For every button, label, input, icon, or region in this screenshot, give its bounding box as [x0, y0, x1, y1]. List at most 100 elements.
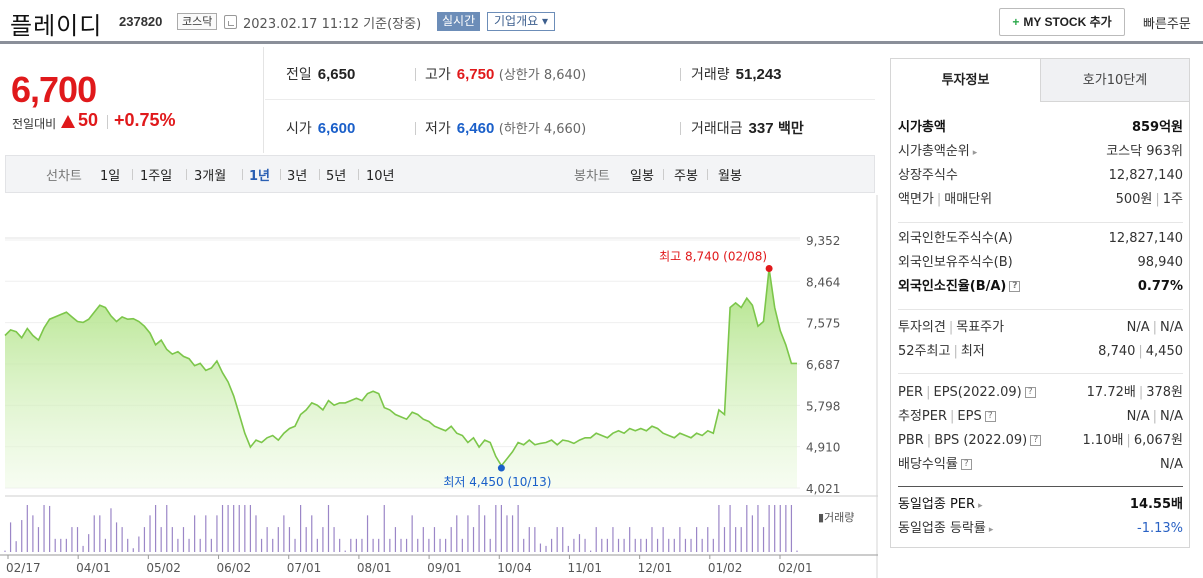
foreign-ratio-row: 외국인소진율(B/A)? 0.77%: [898, 279, 1183, 294]
x-tick-label: 02/01: [778, 561, 813, 575]
volume-bar: [383, 505, 385, 552]
volume-bar: [645, 538, 648, 552]
volume-bar: [746, 505, 748, 552]
x-tick-label: 06/02: [217, 561, 252, 575]
volume-bar: [110, 508, 112, 552]
tab-invest-info[interactable]: 투자정보: [891, 59, 1041, 102]
volume-bar: [707, 527, 709, 552]
volume-bar: [623, 538, 625, 552]
period-1d[interactable]: 1일: [100, 169, 121, 184]
volume-bar: [255, 515, 257, 552]
volume-bar: [539, 543, 542, 552]
sector-change-row[interactable]: 동일업종 등락률 ▸ -1.13%: [898, 521, 1183, 536]
volume-bar: [216, 515, 218, 552]
help-icon[interactable]: ?: [1024, 387, 1036, 398]
period-3y[interactable]: 3년: [287, 169, 308, 184]
volume-bar: [450, 527, 452, 552]
x-tick-label: 05/02: [146, 561, 181, 575]
x-tick-label: 12/01: [638, 561, 673, 575]
volume-bar: [65, 538, 67, 552]
period-1w[interactable]: 1주일: [140, 169, 173, 184]
volume-bar: [718, 505, 720, 552]
volume-bar: [244, 505, 246, 552]
candle-daily[interactable]: 일봉: [630, 169, 654, 184]
volume-bar: [751, 515, 753, 552]
volume-bar: [43, 505, 45, 552]
volume-bar: [762, 527, 765, 552]
volume-bar: [612, 527, 614, 552]
caret-right-icon: ▸: [972, 148, 978, 158]
line-chart-label: 선차트: [46, 169, 82, 184]
volume-bar: [199, 538, 201, 552]
quick-order-button[interactable]: 빠른주문: [1143, 17, 1191, 32]
volume-bar: [651, 527, 653, 552]
y-tick-label: 7,575: [806, 317, 840, 331]
help-icon[interactable]: ?: [1009, 281, 1021, 292]
price-panel: 6,700 전일대비 50 +0.75%: [0, 47, 264, 153]
sector-section: 동일업종 PER ▸ 14.55배 동일업종 등락률 ▸ -1.13%: [898, 493, 1183, 541]
volume-bar: [182, 527, 185, 552]
y-tick-label: 4,021: [806, 482, 840, 496]
low-marker: [497, 464, 505, 472]
volume-bar: [171, 527, 173, 552]
sector-per-row[interactable]: 동일업종 PER ▸ 14.55배: [898, 497, 1183, 512]
market-cap-rank-row[interactable]: 시가총액순위 ▸ 코스닥 963위: [898, 144, 1183, 159]
y-tick-label: 5,798: [806, 399, 840, 413]
volume-bar: [88, 534, 90, 552]
volume-bar: [143, 527, 146, 552]
volume-bar: [528, 527, 530, 552]
volume-bar: [311, 515, 313, 552]
help-icon[interactable]: ?: [1030, 435, 1042, 446]
volume-bar: [132, 548, 134, 552]
candle-monthly[interactable]: 월봉: [718, 169, 742, 184]
high-marker: [765, 264, 773, 272]
volume: 거래량 51,243: [691, 66, 782, 83]
help-icon[interactable]: ?: [984, 411, 996, 422]
volume-bar: [4, 550, 6, 552]
volume-bar: [149, 515, 151, 552]
volume-bar: [300, 505, 302, 552]
volume-bar: [339, 538, 341, 552]
volume-bar: [316, 538, 318, 552]
divider: [898, 222, 1183, 223]
volume-bar: [774, 505, 776, 552]
volume-bar: [785, 505, 787, 552]
volume-bar: [545, 545, 547, 552]
volume-bar: [478, 505, 480, 552]
volume-bar: [679, 527, 681, 552]
plus-icon: +: [1012, 15, 1020, 29]
volume-bar: [601, 538, 603, 552]
period-5y[interactable]: 5년: [326, 169, 347, 184]
volume-bar: [366, 515, 369, 552]
volume-bar: [495, 505, 497, 552]
volume-bar: [344, 550, 346, 552]
company-info-dropdown[interactable]: 기업개요 ▾: [487, 12, 555, 31]
volume-bar: [573, 538, 575, 552]
volume-bar: [590, 550, 592, 552]
tab-orderbook[interactable]: 호가10단계: [1041, 59, 1189, 102]
period-1y[interactable]: 1년: [249, 169, 271, 184]
period-3m[interactable]: 3개월: [194, 169, 227, 184]
volume-bar: [238, 505, 240, 552]
volume-bar: [629, 527, 631, 552]
add-mystock-button[interactable]: + MY STOCK 추가: [999, 8, 1125, 36]
up-arrow-icon: [61, 115, 75, 128]
volume-bar: [584, 538, 586, 552]
help-icon[interactable]: ?: [960, 459, 972, 470]
volume-bar: [283, 515, 285, 552]
volume-bar: [221, 505, 224, 552]
candle-weekly[interactable]: 주봉: [674, 169, 698, 184]
volume-bar: [205, 515, 207, 552]
change-value: 50: [78, 110, 99, 130]
opinion-section: 투자의견 | 목표주가 N/A | N/A 52주최고 | 최저 8,740 | 4,450: [898, 316, 1183, 364]
volume-bar: [562, 527, 564, 552]
volume-bar: [662, 527, 664, 552]
price-chart[interactable]: 9,352 8,464 7,575 6,687 5,798 4,910 4,021 02/1…: [0, 195, 878, 578]
volume-bar: [696, 527, 698, 552]
x-tick-label: 11/01: [567, 561, 602, 575]
period-10y[interactable]: 10년: [366, 169, 395, 184]
x-tick-label: 10/04: [497, 561, 532, 575]
volume-bar: [467, 515, 469, 552]
volume-bar: [288, 527, 291, 552]
change-label: 전일대비: [12, 117, 57, 131]
